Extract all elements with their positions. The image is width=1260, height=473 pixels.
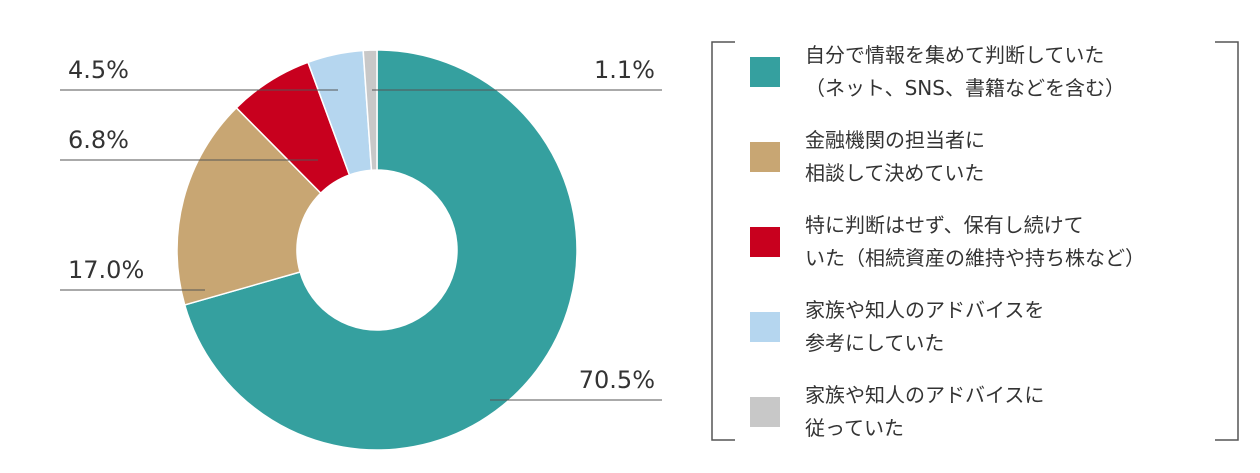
donut-slice: [362, 49, 378, 171]
data-label: 17.0%: [68, 256, 144, 284]
donut-slice: [183, 49, 578, 451]
legend-swatch: [750, 227, 780, 257]
legend-entry: 自分で情報を集めて判断していた （ネット、SNS、書籍などを含む）: [805, 43, 1125, 100]
legend-entry: 家族や知人のアドバイスを 参考にしていた: [805, 298, 1045, 355]
legend-swatch: [750, 57, 780, 87]
legend-swatch: [750, 397, 780, 427]
legend-bracket: [711, 41, 1239, 441]
legend-entry: 金融機関の担当者に 相談して決めていた: [805, 128, 985, 185]
legend-entry: 特に判断はせず、保有し続けて いた（相続資産の維持や持ち株など）: [805, 213, 1145, 270]
data-label: 4.5%: [68, 56, 129, 84]
data-label: 6.8%: [68, 126, 129, 154]
data-label: 70.5%: [579, 366, 655, 394]
legend-entry: 家族や知人のアドバイスに 従っていた: [805, 383, 1045, 440]
legend-swatch: [750, 312, 780, 342]
data-label: 1.1%: [594, 56, 655, 84]
legend-swatch: [750, 142, 780, 172]
